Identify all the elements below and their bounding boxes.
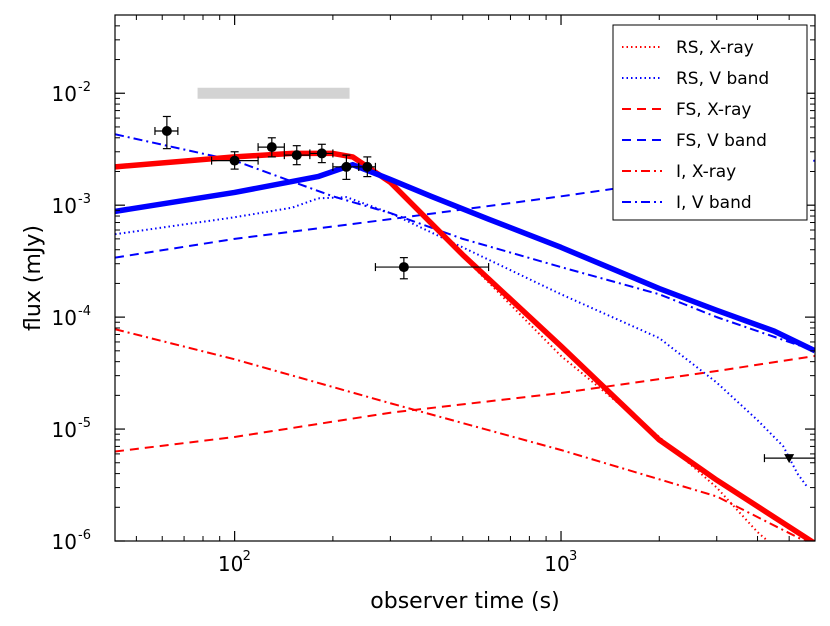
obs-marker-3 bbox=[291, 150, 302, 161]
legend: RS, X-ray RS, V band FS, X-ray FS, V band I,… bbox=[612, 24, 808, 221]
y-tick-label: 10 bbox=[52, 530, 77, 554]
legend-label-i-v-band: I, V band bbox=[676, 193, 752, 213]
x-tick-label: 10 bbox=[218, 552, 243, 576]
series-layer bbox=[115, 133, 815, 541]
y-tick-label-exponent: -6 bbox=[78, 528, 91, 543]
series-line-i-x-ray bbox=[115, 328, 808, 541]
legend-label-rs-x-ray: RS, X-ray bbox=[676, 38, 754, 58]
y-axis-title: flux (mJy) bbox=[21, 225, 46, 331]
series-line-fs-v-band bbox=[115, 159, 815, 259]
y-tick-label-exponent: -5 bbox=[78, 416, 91, 431]
series-line-i-v-band bbox=[115, 133, 815, 352]
y-tick-label: 10 bbox=[52, 418, 77, 442]
obs-marker-4 bbox=[316, 148, 327, 159]
obs-marker-1 bbox=[229, 155, 240, 166]
y-tick-label-exponent: -4 bbox=[78, 304, 91, 319]
y-tick-label: 10 bbox=[52, 194, 77, 218]
series-line-total-v-band bbox=[115, 161, 815, 354]
legend-label-fs-v-band: FS, V band bbox=[676, 131, 767, 151]
x-tick-label: 10 bbox=[544, 552, 569, 576]
obs-marker-7 bbox=[398, 262, 409, 273]
legend-label-fs-x-ray: FS, X-ray bbox=[676, 100, 751, 120]
y-tick-label-exponent: -3 bbox=[78, 192, 91, 207]
plot-frame bbox=[114, 14, 816, 542]
obs-marker-6 bbox=[362, 161, 373, 172]
series-line-fs-x-ray bbox=[115, 354, 815, 453]
y-tick-label-exponent: -2 bbox=[78, 80, 91, 95]
x-tick-label-exponent: 2 bbox=[243, 549, 251, 564]
x-tick-label-exponent: 3 bbox=[569, 549, 577, 564]
obs-upper-limit-marker-8 bbox=[784, 454, 795, 464]
obs-marker-0 bbox=[161, 125, 172, 136]
x-axis-title: observer time (s) bbox=[370, 589, 559, 614]
legend-label-rs-v-band: RS, V band bbox=[676, 69, 769, 89]
obs-marker-5 bbox=[341, 161, 352, 172]
legend-box bbox=[612, 24, 808, 221]
y-tick-label: 10 bbox=[52, 82, 77, 106]
obs-marker-2 bbox=[266, 142, 277, 153]
observations-layer bbox=[154, 115, 815, 464]
axis-ticks: 10 2 10 310 -610 -510 -410 -310 -2 bbox=[52, 14, 816, 576]
y-tick-label: 10 bbox=[52, 306, 77, 330]
legend-label-i-x-ray: I, X-ray bbox=[676, 162, 736, 182]
